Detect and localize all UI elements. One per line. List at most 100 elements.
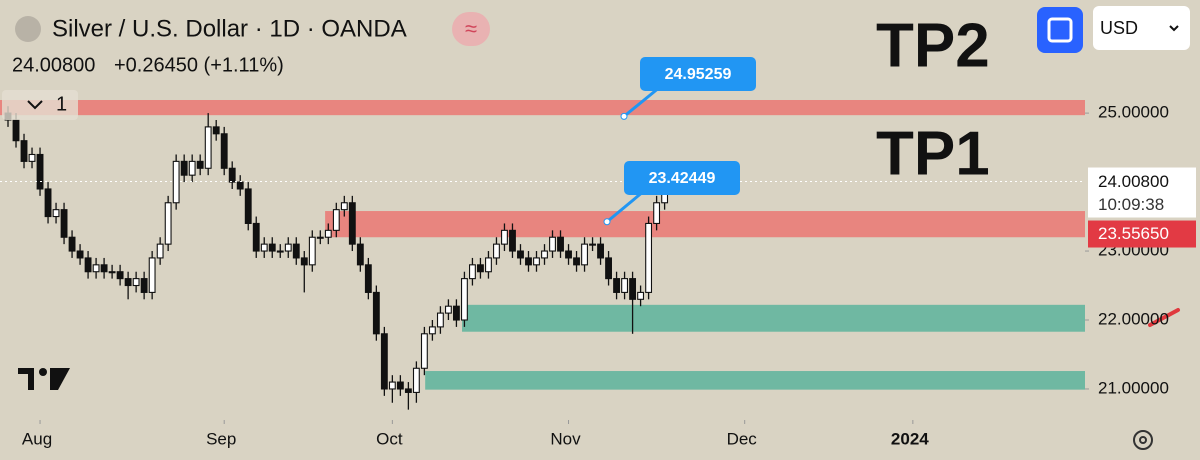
zone [425,371,1085,390]
candle-body [356,243,364,266]
select-arrow [1169,25,1179,32]
bid-price-label: 23.55650 [1098,224,1169,243]
candle-body [92,264,100,273]
candle-body [388,381,396,390]
candle-body [236,181,244,190]
tv-logo [18,368,70,390]
candle-body [629,278,637,300]
candle-body [36,153,44,190]
x-tick-label: Aug [22,429,52,448]
callout-box [640,57,756,91]
candle-body [613,278,621,293]
candle-body [348,202,356,245]
x-tick-label: Nov [550,429,581,448]
x-tick-label: Sep [206,429,236,448]
candle-body [52,209,60,218]
candle-body [493,243,500,259]
candle-body [60,209,68,238]
candle-body [533,257,540,266]
candle-body [485,257,492,273]
zone [0,100,1085,116]
zone [462,304,1085,332]
candle-body [404,388,412,393]
candle-body [364,264,372,293]
callout-box [624,161,740,195]
candle-body [20,140,28,162]
candle-body [653,202,661,224]
candle-body [380,333,388,390]
candle-body [156,243,164,259]
callout-leader [623,85,661,118]
candle-body [589,243,596,246]
candle-body [308,236,316,266]
candle-body [284,243,292,252]
candle-body [148,257,156,293]
zone [325,211,1086,238]
candle-body [525,257,532,266]
bid-price-box [1088,220,1196,248]
candle-body [172,160,180,204]
x-tick-label: Dec [727,429,758,448]
candle-body [260,243,268,252]
y-tick-label: 21.00000 [1098,378,1169,397]
candle-body [292,243,300,259]
candle-body [220,133,228,169]
candle-body [597,243,604,259]
candle-body [460,278,468,321]
candle-body [132,278,140,287]
candle-body [28,153,36,162]
x-tick-label: Oct [376,429,403,448]
candle-body [469,264,476,280]
candle-body [140,278,148,293]
candle-body [477,264,484,273]
y-tick-label: 25.00000 [1098,103,1169,122]
candle-body [244,188,252,224]
header: Silver / U.S. Dollar · 1D · OANDA ≈ 24.0… [2,6,1190,120]
candle-body [444,305,452,314]
candle-body [412,367,420,393]
candle-body [76,250,84,259]
candle-body [196,160,204,169]
candle-body [84,257,92,273]
candle-body [501,229,508,245]
callout-label: 24.95259 [665,66,732,83]
price: 24.00800 [12,54,95,76]
candle-body [228,167,236,183]
candle-body [12,119,20,142]
indicator-toggle[interactable] [2,90,78,120]
candle-body [108,271,116,274]
candle-body [452,305,460,321]
candle-body [372,291,380,335]
settings-icon[interactable] [1133,430,1153,450]
last-price-label: 24.00800 [1098,172,1169,191]
change: +0.26450 (+1.11%) [114,54,284,76]
candle-body [436,312,444,328]
candle-body [645,222,653,293]
x-tick-label: 2024 [891,429,929,448]
compare-icon[interactable] [452,12,490,46]
currency: USD [1100,18,1138,38]
candle-body [68,236,76,252]
candle-body [252,222,260,252]
candle-body [116,271,124,280]
candle-body [396,381,404,390]
candle-body [212,126,220,135]
candle-body [428,326,436,335]
indicator-count: 1 [56,93,67,115]
plot-area [0,100,1086,410]
fullscreen-button[interactable] [1037,7,1083,53]
tp-label: TP1 [876,119,990,188]
drawing-stroke [1148,308,1180,327]
candle-body [549,236,556,252]
candle-body [180,160,188,176]
currency-select[interactable] [1093,6,1190,50]
candle-body [324,229,332,238]
candle-body [541,250,548,259]
candle-body [300,257,308,266]
y-tick-label: 22.00000 [1098,309,1169,328]
fullscreen-icon [1047,17,1073,43]
symbol-title: Silver / U.S. Dollar · 1D · OANDA [52,15,407,42]
candle-body [557,236,564,252]
candle-body [316,236,324,239]
